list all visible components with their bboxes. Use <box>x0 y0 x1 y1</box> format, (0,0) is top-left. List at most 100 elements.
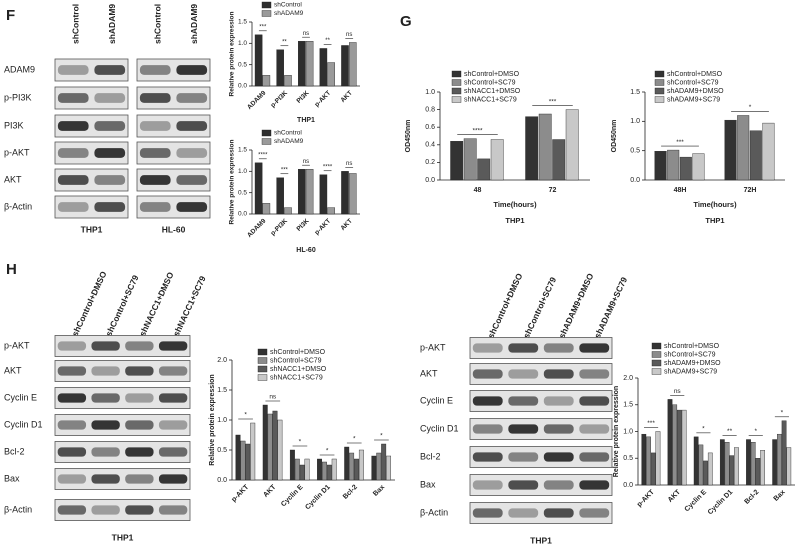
blot-strip <box>469 474 613 496</box>
blot-band <box>543 452 574 462</box>
legend-swatch <box>654 96 665 103</box>
bar <box>341 45 349 87</box>
bar <box>305 168 314 215</box>
bar <box>490 139 504 181</box>
bar <box>654 151 667 181</box>
y-tick-label: 1.5 <box>630 89 640 96</box>
y-tick-label: 2.0 <box>623 375 633 382</box>
x-tick-label: Bax <box>773 489 787 503</box>
bar <box>667 149 680 181</box>
cell-line-label: THP1 <box>112 532 134 542</box>
blot-band <box>579 369 610 379</box>
y-tick-label: 1.0 <box>425 89 435 96</box>
x-tick-label: AKT <box>339 90 353 104</box>
x-tick-label: p-PI3K <box>270 89 290 109</box>
blot-band <box>94 65 126 75</box>
protein-label: AKT <box>420 368 438 378</box>
y-axis-label: Relative protein expression <box>229 140 236 225</box>
significance-label: *** <box>647 420 655 427</box>
blot-band <box>579 508 610 518</box>
legend-label: shControl <box>274 2 302 9</box>
x-tick-label: 48 <box>474 187 482 194</box>
y-tick-label: 0.0 <box>238 83 247 90</box>
blot-band <box>158 420 188 430</box>
blot-band <box>91 474 120 484</box>
bar <box>341 171 349 215</box>
bar <box>667 399 673 486</box>
significance-label: * <box>749 104 752 111</box>
blot-band <box>543 343 574 353</box>
lane-label: shADAM9+SC79 <box>592 275 629 340</box>
legend-label: shNACC1+DMSO <box>270 366 327 373</box>
blot-strip <box>54 86 129 110</box>
chart-title: HL-60 <box>296 247 316 254</box>
protein-label: p-AKT <box>4 147 30 157</box>
lane-label: shControl <box>153 4 163 44</box>
y-tick-label: 1.0 <box>630 118 640 125</box>
blot-band <box>472 452 503 462</box>
blot-strip <box>469 446 613 468</box>
bar <box>319 48 328 87</box>
significance-label: ** <box>727 428 733 435</box>
blot-strip <box>54 387 191 409</box>
legend-label: shControl+DMSO <box>664 343 720 350</box>
bar <box>749 130 762 181</box>
protein-label: Bax <box>4 473 20 483</box>
blot-strip <box>136 141 211 165</box>
significance-label: ** <box>282 39 287 45</box>
blot-band <box>543 396 574 406</box>
bar <box>746 439 751 486</box>
protein-label: Cyclin D1 <box>4 419 43 429</box>
bar <box>677 409 682 486</box>
x-tick-label: Bax <box>372 484 386 498</box>
blot-band <box>158 341 188 351</box>
bar <box>276 177 284 215</box>
significance-label: **** <box>258 152 268 158</box>
blot-band <box>543 508 574 518</box>
bar <box>719 439 725 486</box>
legend-label: shADAM9+SC79 <box>667 96 720 103</box>
blot-band <box>176 202 208 212</box>
bar <box>565 109 579 181</box>
blot-band <box>158 366 188 376</box>
x-axis-label: Time(hours) <box>493 200 537 209</box>
bar <box>254 34 263 87</box>
bar <box>262 404 268 481</box>
legend-swatch <box>651 342 662 350</box>
blot-strip <box>469 502 613 524</box>
blot-band <box>57 175 89 185</box>
blot-band <box>91 366 120 376</box>
significance-label: **** <box>472 127 483 134</box>
bar <box>371 455 377 481</box>
bar <box>650 452 656 486</box>
blot-strip <box>54 195 129 219</box>
bar <box>344 446 350 481</box>
x-tick-label: p-AKT <box>313 90 332 109</box>
bar <box>250 422 256 481</box>
bar <box>284 75 292 87</box>
blot-strip <box>54 360 191 382</box>
legend-swatch <box>654 70 665 78</box>
blot-band <box>125 474 154 484</box>
bar <box>289 449 295 481</box>
blot-band <box>176 175 208 185</box>
bar <box>298 41 306 87</box>
x-tick-label: p-AKT <box>231 483 251 503</box>
protein-label: β-Actin <box>4 504 32 514</box>
lane-label: shControl+DMSO <box>70 269 109 338</box>
bar <box>235 434 241 481</box>
chart-title: THP1 <box>297 117 315 124</box>
x-tick-label: AKT <box>262 483 278 499</box>
blot-band <box>94 175 126 185</box>
blot-band <box>57 505 87 515</box>
significance-label: *** <box>676 139 684 146</box>
blot-band <box>158 505 188 515</box>
bar <box>267 413 273 481</box>
blot-band <box>508 343 539 353</box>
blot-band <box>139 93 171 103</box>
blot-band <box>125 447 154 457</box>
x-tick-label: Cyclin D1 <box>304 484 332 512</box>
blot-band <box>57 447 87 457</box>
blot-band <box>579 452 610 462</box>
bar <box>734 447 739 486</box>
